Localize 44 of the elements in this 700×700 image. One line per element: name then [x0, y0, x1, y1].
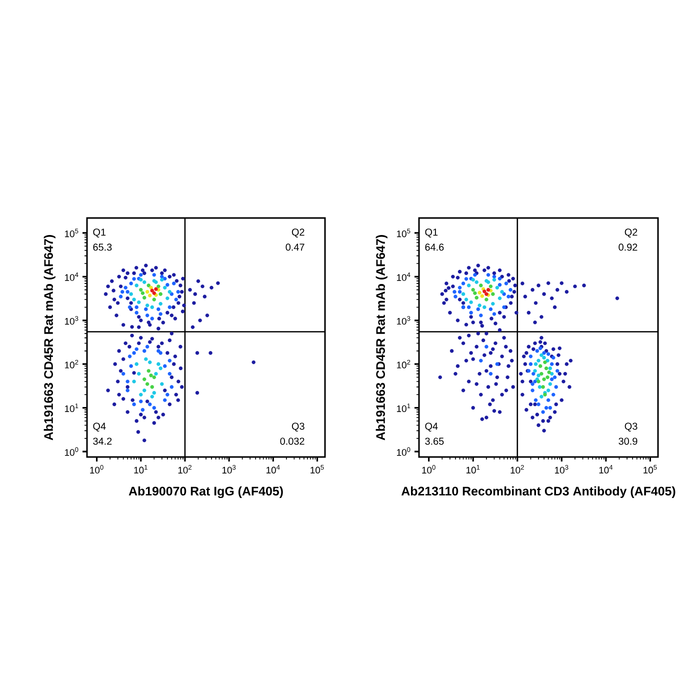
y-tick-label: 10$^{2}$: [396, 360, 410, 368]
annotation: Q4: [425, 422, 438, 432]
x-tick-label: 10$^{2}$: [178, 465, 192, 474]
annotation: Q3: [292, 422, 304, 432]
x-tick-label: 10$^{5}$: [310, 465, 324, 474]
x-tick-label: 10$^{0}$: [90, 465, 104, 474]
y-axis-title: Ab191663 CD45R Rat mAb (AF647): [44, 235, 56, 440]
y-tick-label: 10$^{1}$: [396, 404, 410, 412]
y-tick-label: 10$^{0}$: [396, 447, 410, 456]
x-tick-label: 10$^{1}$: [466, 465, 480, 474]
x-tick-label: 10$^{4}$: [266, 465, 280, 474]
y-tick-label: 10$^{5}$: [396, 228, 410, 238]
x-tick-label: 10$^{1}$: [134, 465, 148, 474]
x-tick-label: 10$^{4}$: [599, 465, 613, 474]
annotation: 30.9: [618, 438, 638, 445]
annotation: 0.47: [286, 244, 304, 251]
x-tick-label: 10$^{5}$: [644, 465, 657, 474]
annotation: 64.6: [425, 244, 444, 251]
y-axis-title: Ab191663 CD45R Rat mAb (AF647): [376, 235, 388, 440]
annotation: Q1: [425, 228, 438, 238]
y-tick-label: 10$^{2}$: [64, 360, 78, 368]
y-tick-label: 10$^{3}$: [396, 316, 410, 325]
annotation: Q2: [292, 228, 304, 238]
annotation: 3.65: [425, 438, 444, 445]
x-tick-label: 10$^{0}$: [422, 465, 436, 474]
x-axis-title: Ab190070 Rat IgG (AF405): [128, 486, 283, 498]
annotation: 34.2: [93, 438, 112, 445]
annotation: 65.3: [93, 244, 112, 251]
annotation: 0.032: [280, 438, 304, 445]
y-tick-label: 10$^{3}$: [64, 316, 78, 325]
x-tick-label: 10$^{2}$: [510, 465, 524, 474]
y-tick-label: 10$^{4}$: [64, 272, 78, 281]
y-tick-label: 10$^{4}$: [396, 272, 410, 281]
x-tick-label: 10$^{3}$: [222, 465, 236, 474]
annotation: Q2: [624, 228, 638, 238]
annotation: Q4: [93, 422, 106, 432]
y-tick-label: 10$^{5}$: [64, 228, 78, 238]
x-tick-label: 10$^{3}$: [555, 465, 568, 474]
annotation: 0.92: [618, 244, 638, 251]
x-axis-title: Ab213110 Recombinant CD3 Antibody (AF405): [401, 486, 676, 498]
annotation: Q3: [624, 422, 638, 432]
y-tick-label: 10$^{1}$: [64, 404, 78, 412]
annotation: Q1: [93, 228, 106, 238]
y-tick-label: 10$^{0}$: [64, 447, 78, 456]
